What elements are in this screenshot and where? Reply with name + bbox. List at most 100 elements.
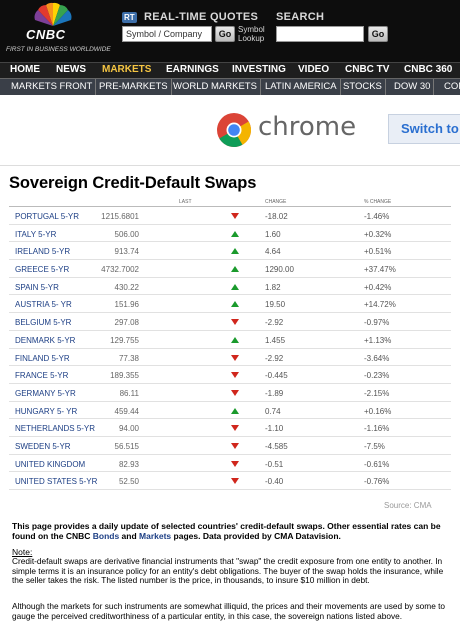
search-area: SEARCH Go bbox=[276, 8, 460, 52]
nav-video[interactable]: VIDEO bbox=[298, 64, 330, 75]
country-link[interactable]: SPAIN 5-YR bbox=[15, 282, 59, 292]
down-arrow-icon bbox=[231, 213, 239, 219]
page-title: Sovereign Credit-Default Swaps bbox=[9, 174, 257, 192]
switch-to-chrome-button[interactable]: Switch to C bbox=[388, 114, 460, 144]
last-value: 56.515 bbox=[114, 441, 139, 451]
nav-cnbc-tv[interactable]: CNBC TV bbox=[345, 64, 390, 75]
cnbc-logo[interactable]: CNBC FIRST IN BUSINESS WORLDWIDE bbox=[4, 2, 116, 60]
pct-change-value: -0.76% bbox=[364, 477, 390, 487]
country-link[interactable]: DENMARK 5-YR bbox=[15, 335, 76, 345]
country-link[interactable]: FRANCE 5-YR bbox=[15, 371, 69, 381]
up-arrow-icon bbox=[231, 301, 239, 308]
table-row: UNITED KINGDOM 82.93 -0.51 -0.61% bbox=[9, 455, 451, 473]
markets-link[interactable]: Markets bbox=[139, 531, 172, 541]
nav-markets[interactable]: MARKETS bbox=[102, 64, 152, 75]
table-row: DENMARK 5-YR 129.755 1.455 +1.13% bbox=[9, 331, 451, 349]
up-arrow-icon bbox=[231, 248, 239, 255]
nav-earnings[interactable]: EARNINGS bbox=[166, 64, 219, 75]
bonds-link[interactable]: Bonds bbox=[92, 531, 120, 541]
last-value: 459.44 bbox=[114, 406, 139, 416]
pct-change-value: +0.32% bbox=[364, 229, 392, 239]
country-link[interactable]: SWEDEN 5-YR bbox=[15, 441, 71, 451]
search-title: SEARCH bbox=[276, 11, 325, 23]
nav-dow-30[interactable]: DOW 30 bbox=[391, 79, 435, 95]
nav-cnbc-360[interactable]: CNBC 360 bbox=[404, 64, 453, 75]
table-row: PORTUGAL 5-YR 1215.6801 -18.02 -1.46% bbox=[9, 207, 451, 225]
down-arrow-icon bbox=[231, 460, 239, 467]
secondary-nav: MARKETS FRONT PRE-MARKETS WORLD MARKETS … bbox=[0, 78, 460, 95]
pct-change-value: -0.97% bbox=[364, 318, 390, 328]
pct-change-value: +0.16% bbox=[364, 406, 392, 416]
last-value: 506.00 bbox=[114, 229, 139, 239]
country-link[interactable]: GERMANY 5-YR bbox=[15, 388, 76, 398]
symbol-lookup-line1: Symbol bbox=[238, 25, 265, 34]
country-link[interactable]: ITALY 5-YR bbox=[15, 229, 57, 239]
last-value: 129.755 bbox=[110, 335, 139, 345]
table-header: LAST CHANGE % CHANGE bbox=[9, 197, 451, 207]
header-last: LAST bbox=[179, 199, 192, 205]
nav-pre-markets[interactable]: PRE-MARKETS bbox=[96, 79, 172, 95]
last-value: 913.74 bbox=[114, 247, 139, 257]
realtime-quotes: RT REAL-TIME QUOTES Go Symbol Lookup bbox=[120, 8, 272, 52]
search-go-button[interactable]: Go bbox=[368, 26, 388, 42]
nav-news[interactable]: NEWS bbox=[56, 64, 86, 75]
chrome-ad-banner[interactable]: chrome Switch to C bbox=[0, 96, 460, 166]
pct-change-value: -3.64% bbox=[364, 353, 390, 363]
quote-go-button[interactable]: Go bbox=[215, 26, 235, 42]
change-value: -0.445 bbox=[265, 371, 288, 381]
change-value: 1.60 bbox=[265, 229, 281, 239]
up-arrow-icon bbox=[231, 230, 239, 237]
table-row: HUNGARY 5- YR 459.44 0.74 +0.16% bbox=[9, 402, 451, 420]
change-value: -0.51 bbox=[265, 459, 284, 469]
down-arrow-icon bbox=[231, 372, 239, 379]
country-link[interactable]: PORTUGAL 5-YR bbox=[15, 212, 80, 221]
country-link[interactable]: UNITED STATES 5-YR bbox=[15, 477, 98, 487]
country-link[interactable]: UNITED KINGDOM bbox=[15, 459, 86, 469]
intro-paragraph: This page provides a daily update of sel… bbox=[12, 521, 452, 541]
symbol-lookup-line2: Lookup bbox=[238, 34, 265, 43]
pct-change-value: +1.13% bbox=[364, 335, 392, 345]
last-value: 297.08 bbox=[114, 318, 139, 328]
pct-change-value: -1.46% bbox=[364, 212, 390, 221]
change-value: 0.74 bbox=[265, 406, 281, 416]
nav-com[interactable]: COM bbox=[444, 81, 460, 92]
change-value: -1.89 bbox=[265, 388, 284, 398]
note-body: Credit-default swaps are derivative fina… bbox=[12, 556, 444, 585]
change-value: -2.92 bbox=[265, 318, 284, 328]
last-value: 4732.7002 bbox=[101, 265, 139, 275]
change-value: -2.92 bbox=[265, 353, 284, 363]
country-link[interactable]: FINLAND 5-YR bbox=[15, 353, 70, 363]
nav-world-markets[interactable]: WORLD MARKETS bbox=[170, 79, 261, 95]
table-row: SWEDEN 5-YR 56.515 -4.585 -7.5% bbox=[9, 437, 451, 455]
country-link[interactable]: AUSTRIA 5- YR bbox=[15, 300, 72, 310]
table-body: PORTUGAL 5-YR 1215.6801 -18.02 -1.46% ITALY … bbox=[9, 207, 451, 490]
chrome-wordmark: chrome bbox=[258, 112, 357, 142]
rt-badge: RT bbox=[122, 12, 137, 23]
nav-markets-front[interactable]: MARKETS FRONT bbox=[8, 79, 97, 95]
country-link[interactable]: HUNGARY 5- YR bbox=[15, 406, 78, 416]
last-value: 189.355 bbox=[110, 371, 139, 381]
country-link[interactable]: NETHERLANDS 5-YR bbox=[15, 424, 96, 434]
nav-investing[interactable]: INVESTING bbox=[232, 64, 286, 75]
up-arrow-icon bbox=[231, 407, 239, 414]
logo-tagline: FIRST IN BUSINESS WORLDWIDE bbox=[6, 46, 111, 53]
table-row: AUSTRIA 5- YR 151.96 19.50 +14.72% bbox=[9, 295, 451, 314]
nav-latin-america[interactable]: LATIN AMERICA bbox=[262, 79, 341, 95]
pct-change-value: +0.42% bbox=[364, 282, 392, 292]
symbol-lookup-link[interactable]: Symbol Lookup bbox=[238, 25, 265, 43]
cds-table: LAST CHANGE % CHANGE PORTUGAL 5-YR 1215.6… bbox=[9, 197, 451, 490]
search-input[interactable] bbox=[276, 26, 364, 42]
change-value: -1.10 bbox=[265, 424, 284, 434]
country-link[interactable]: GREECE 5-YR bbox=[15, 265, 70, 275]
country-link[interactable]: IRELAND 5-YR bbox=[15, 247, 71, 257]
last-value: 151.96 bbox=[114, 300, 139, 310]
nav-home[interactable]: HOME bbox=[10, 64, 40, 75]
change-value: 4.64 bbox=[265, 247, 281, 257]
pct-change-value: -7.5% bbox=[364, 441, 385, 451]
table-row: SPAIN 5-YR 430.22 1.82 +0.42% bbox=[9, 278, 451, 296]
symbol-input[interactable] bbox=[122, 26, 212, 42]
nav-stocks[interactable]: STOCKS bbox=[340, 79, 386, 95]
country-link[interactable]: BELGIUM 5-YR bbox=[15, 318, 72, 328]
table-row: GREECE 5-YR 4732.7002 1290.00 +37.47% bbox=[9, 260, 451, 278]
note-label: Note: bbox=[12, 547, 33, 557]
